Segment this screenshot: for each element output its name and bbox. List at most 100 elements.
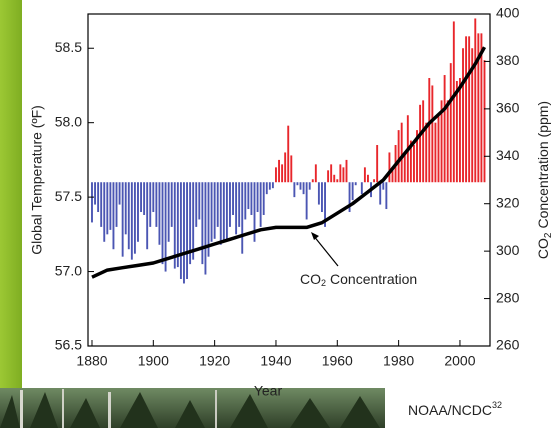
bar bbox=[113, 182, 115, 249]
bar bbox=[250, 182, 252, 215]
y2-tick-label: 400 bbox=[496, 5, 520, 21]
bar bbox=[484, 60, 486, 182]
y2-tick-label: 320 bbox=[496, 194, 520, 210]
y2-tick-label: 260 bbox=[496, 337, 520, 353]
bar bbox=[355, 182, 357, 185]
bar bbox=[238, 182, 240, 227]
bar bbox=[158, 182, 160, 245]
bar bbox=[192, 182, 194, 259]
bar bbox=[385, 182, 387, 209]
bar bbox=[128, 182, 130, 249]
bar bbox=[281, 164, 283, 182]
bar bbox=[293, 182, 295, 197]
y-axis-title: Global Temperature (ºF) bbox=[29, 105, 45, 255]
bar bbox=[137, 182, 139, 242]
bar bbox=[422, 100, 424, 182]
bar bbox=[162, 182, 164, 264]
bar bbox=[352, 182, 354, 200]
bar bbox=[244, 182, 246, 219]
bar bbox=[373, 179, 375, 182]
bar bbox=[149, 182, 151, 227]
bar bbox=[300, 182, 302, 189]
y-tick-label: 58.0 bbox=[55, 113, 82, 129]
annotation-rest: Concentration bbox=[330, 271, 417, 287]
y2-title-rest: Concentration (ppm) bbox=[535, 101, 551, 229]
bar bbox=[134, 182, 136, 253]
bar bbox=[321, 182, 323, 212]
bar bbox=[413, 145, 415, 182]
bar bbox=[263, 182, 265, 215]
bar bbox=[434, 123, 436, 183]
bar bbox=[269, 182, 271, 189]
bar bbox=[198, 182, 200, 219]
bar bbox=[468, 36, 470, 182]
bar bbox=[382, 182, 384, 189]
bar bbox=[143, 182, 145, 215]
bar bbox=[152, 182, 154, 212]
bar bbox=[186, 182, 188, 279]
bar bbox=[453, 21, 455, 182]
bar bbox=[119, 182, 121, 204]
bar bbox=[447, 100, 449, 182]
bar bbox=[315, 164, 317, 182]
bar bbox=[428, 78, 430, 182]
bar bbox=[122, 182, 124, 256]
bar bbox=[419, 105, 421, 182]
x-tick-label: 1960 bbox=[322, 353, 353, 369]
bar bbox=[100, 182, 102, 227]
bar bbox=[330, 164, 332, 182]
bar bbox=[367, 175, 369, 182]
bar bbox=[235, 182, 237, 234]
annotation-sub: 2 bbox=[321, 278, 326, 288]
bar bbox=[444, 75, 446, 182]
bar bbox=[217, 182, 219, 227]
bar bbox=[201, 182, 203, 264]
y2-tick-label: 300 bbox=[496, 242, 520, 258]
x-tick-label: 1900 bbox=[138, 353, 169, 369]
bar bbox=[284, 152, 286, 182]
bar bbox=[318, 182, 320, 204]
bar bbox=[425, 123, 427, 183]
bar bbox=[257, 182, 259, 212]
green-sidebar bbox=[0, 0, 22, 388]
bar bbox=[204, 182, 206, 274]
y2-tick-label: 280 bbox=[496, 289, 520, 305]
bar bbox=[272, 182, 274, 188]
bar bbox=[339, 164, 341, 182]
x-tick-label: 1980 bbox=[383, 353, 414, 369]
source-text: NOAA/NCDC bbox=[408, 402, 492, 418]
y2-tick-label: 380 bbox=[496, 52, 520, 68]
y2-tick-label: 360 bbox=[496, 100, 520, 116]
forest-photo bbox=[0, 388, 385, 428]
page: {"chart_data": { "type": "bar_line", "x_… bbox=[0, 0, 559, 428]
annotation-main: CO bbox=[300, 271, 321, 287]
bar bbox=[109, 182, 111, 230]
bar bbox=[241, 182, 243, 253]
bar bbox=[247, 182, 249, 209]
bar bbox=[180, 182, 182, 279]
bar bbox=[398, 130, 400, 182]
bar bbox=[266, 182, 268, 194]
y-tick-label: 58.5 bbox=[55, 39, 82, 55]
bar bbox=[214, 182, 216, 239]
bar bbox=[438, 115, 440, 182]
bar bbox=[450, 63, 452, 182]
x-tick-label: 1880 bbox=[76, 353, 107, 369]
bar bbox=[275, 167, 277, 182]
x-tick-label: 2000 bbox=[444, 353, 475, 369]
bar bbox=[431, 85, 433, 182]
bar bbox=[183, 182, 185, 283]
bar bbox=[465, 36, 467, 182]
bar bbox=[103, 182, 105, 242]
bar bbox=[336, 179, 338, 182]
y-tick-label: 56.5 bbox=[55, 337, 82, 353]
bar bbox=[195, 182, 197, 227]
bar bbox=[226, 182, 228, 239]
x-tick-label: 1920 bbox=[199, 353, 230, 369]
bar bbox=[306, 182, 308, 219]
annotation: CO2 Concentration bbox=[300, 271, 417, 289]
bar bbox=[97, 182, 99, 212]
bar bbox=[211, 182, 213, 242]
bar bbox=[459, 78, 461, 182]
bar bbox=[116, 182, 118, 227]
